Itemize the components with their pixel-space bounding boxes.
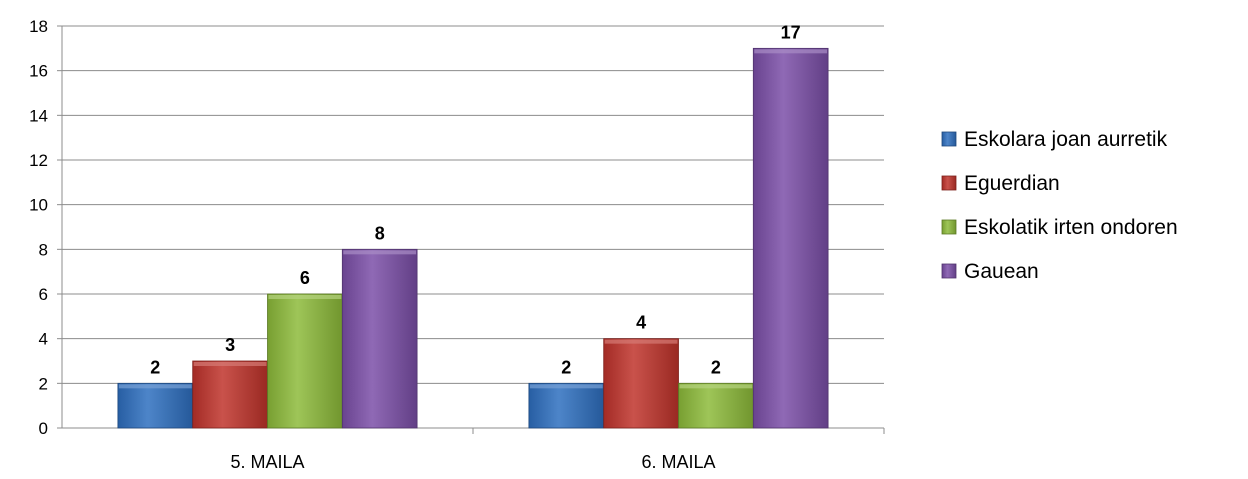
legend-label: Eskolara joan aurretik — [964, 128, 1168, 151]
bar — [678, 382, 754, 429]
x-category-label: 5. MAILA — [230, 452, 304, 472]
data-label: 3 — [225, 335, 235, 355]
y-tick-label: 8 — [39, 240, 48, 259]
y-tick-label: 4 — [39, 330, 48, 349]
legend: Eskolara joan aurretik Eguerdian Eskolatik… — [941, 128, 1178, 283]
data-label: 2 — [561, 357, 571, 377]
bar-highlight — [118, 384, 192, 389]
bar — [267, 293, 343, 429]
bar-highlight — [679, 384, 753, 389]
legend-swatch — [941, 131, 957, 147]
data-label: 2 — [150, 357, 160, 377]
legend-label: Eguerdian — [964, 172, 1060, 195]
bar-highlight — [343, 250, 417, 255]
bar — [528, 382, 605, 429]
bars — [117, 47, 829, 429]
legend-label: Gauean — [964, 260, 1039, 283]
bar — [192, 360, 268, 429]
data-label: 8 — [375, 223, 385, 243]
bar — [341, 248, 418, 429]
y-tick-label: 12 — [29, 151, 48, 170]
legend-label: Eskolatik irten ondoren — [964, 216, 1178, 239]
bar — [752, 47, 829, 429]
bar-highlight — [604, 339, 678, 344]
bar — [603, 338, 679, 429]
y-tick-label: 0 — [39, 419, 48, 438]
bar-highlight — [268, 295, 342, 299]
gridlines — [62, 25, 884, 384]
bar-highlight — [754, 49, 828, 54]
x-category-label: 6. MAILA — [641, 452, 715, 472]
y-tick-label: 16 — [29, 62, 48, 81]
data-label: 4 — [636, 313, 646, 333]
y-tick-label: 6 — [39, 285, 48, 304]
y-tick-label: 10 — [29, 196, 48, 215]
data-label: 2 — [711, 357, 721, 377]
data-label: 17 — [781, 22, 801, 42]
legend-swatch — [941, 175, 957, 191]
bar-highlight — [193, 362, 267, 366]
y-tick-label: 2 — [39, 374, 48, 393]
bar — [117, 382, 194, 429]
y-tick-label: 18 — [29, 17, 48, 36]
data-label: 6 — [300, 268, 310, 288]
bar-highlight — [529, 384, 603, 389]
y-tick-label: 14 — [29, 106, 48, 125]
legend-swatch — [941, 219, 957, 235]
legend-swatch — [941, 263, 957, 279]
data-labels: 2 3 6 8 2 4 2 17 — [150, 22, 800, 377]
